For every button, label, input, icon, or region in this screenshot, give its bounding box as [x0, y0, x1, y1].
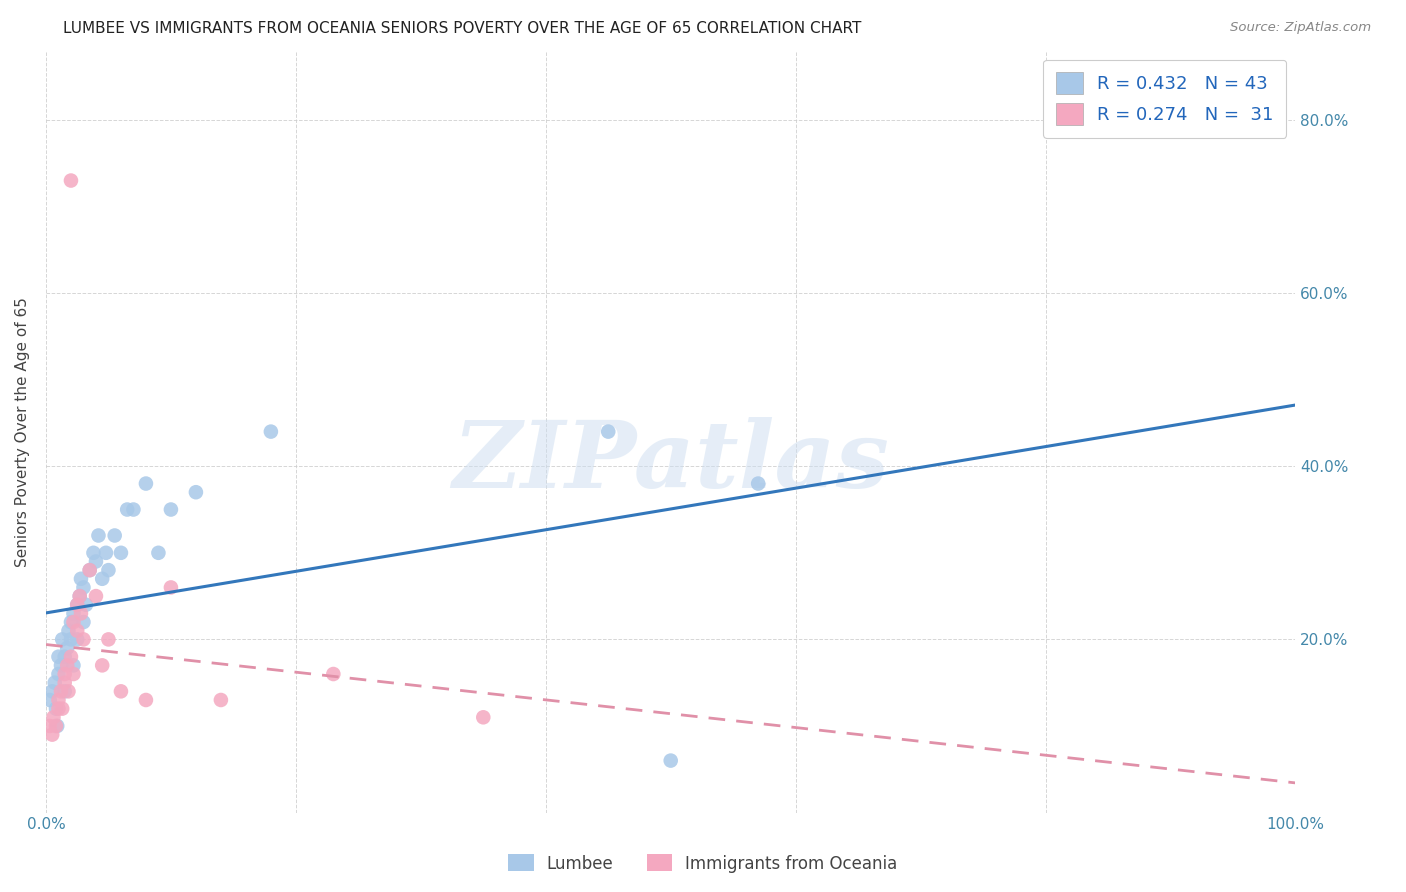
Point: [41, 684, 63, 698]
Point: [87, 528, 110, 542]
Point: [53, 667, 76, 681]
Point: [51, 632, 73, 647]
Point: [48, 701, 70, 715]
Point: [66, 598, 89, 612]
Point: [66, 632, 89, 647]
Point: [322, 667, 344, 681]
Point: [53, 684, 76, 698]
Legend: R = 0.432   N = 43, R = 0.274   N =  31: R = 0.432 N = 43, R = 0.274 N = 31: [1043, 60, 1286, 138]
Point: [38, 719, 60, 733]
Point: [160, 502, 183, 516]
Point: [72, 632, 94, 647]
Point: [84, 589, 107, 603]
Point: [69, 589, 91, 603]
Point: [48, 667, 70, 681]
Point: [260, 425, 283, 439]
Point: [122, 502, 145, 516]
Point: [70, 607, 93, 621]
Point: [135, 476, 157, 491]
Point: [48, 693, 70, 707]
Point: [72, 615, 94, 629]
Point: [44, 675, 66, 690]
Text: LUMBEE VS IMMIGRANTS FROM OCEANIA SENIORS POVERTY OVER THE AGE OF 65 CORRELATION: LUMBEE VS IMMIGRANTS FROM OCEANIA SENIOR…: [63, 21, 862, 36]
Point: [91, 658, 114, 673]
Point: [69, 589, 91, 603]
Point: [62, 607, 84, 621]
Point: [79, 563, 101, 577]
Point: [53, 649, 76, 664]
Point: [58, 684, 80, 698]
Point: [97, 563, 120, 577]
Point: [209, 693, 232, 707]
Point: [45, 719, 67, 733]
Point: [58, 624, 80, 638]
Point: [49, 684, 72, 698]
Point: [110, 546, 132, 560]
Point: [75, 598, 97, 612]
Point: [115, 502, 138, 516]
Point: [472, 710, 495, 724]
Point: [184, 485, 207, 500]
Point: [59, 632, 82, 647]
Point: [135, 693, 157, 707]
Point: [59, 649, 82, 664]
Point: [84, 554, 107, 568]
Point: [91, 572, 114, 586]
Point: [72, 581, 94, 595]
Point: [49, 658, 72, 673]
Point: [94, 546, 117, 560]
Point: [110, 684, 132, 698]
Point: [104, 528, 127, 542]
Point: [79, 563, 101, 577]
Y-axis label: Seniors Poverty Over the Age of 65: Seniors Poverty Over the Age of 65: [15, 297, 30, 566]
Point: [747, 476, 769, 491]
Point: [53, 675, 76, 690]
Point: [41, 728, 63, 742]
Point: [97, 632, 120, 647]
Point: [38, 693, 60, 707]
Point: [56, 658, 79, 673]
Point: [62, 615, 84, 629]
Point: [48, 649, 70, 664]
Point: [598, 425, 620, 439]
Text: ZIPatlas: ZIPatlas: [453, 417, 889, 507]
Point: [148, 546, 170, 560]
Point: [66, 624, 89, 638]
Point: [659, 754, 682, 768]
Point: [62, 667, 84, 681]
Point: [59, 173, 82, 187]
Point: [45, 701, 67, 715]
Point: [51, 701, 73, 715]
Point: [56, 641, 79, 656]
Point: [70, 572, 93, 586]
Point: [42, 710, 65, 724]
Point: [66, 598, 89, 612]
Point: [62, 658, 84, 673]
Point: [59, 615, 82, 629]
Legend: Lumbee, Immigrants from Oceania: Lumbee, Immigrants from Oceania: [502, 847, 904, 880]
Point: [82, 546, 104, 560]
Point: [46, 719, 69, 733]
Text: Source: ZipAtlas.com: Source: ZipAtlas.com: [1230, 21, 1371, 34]
Point: [160, 581, 183, 595]
